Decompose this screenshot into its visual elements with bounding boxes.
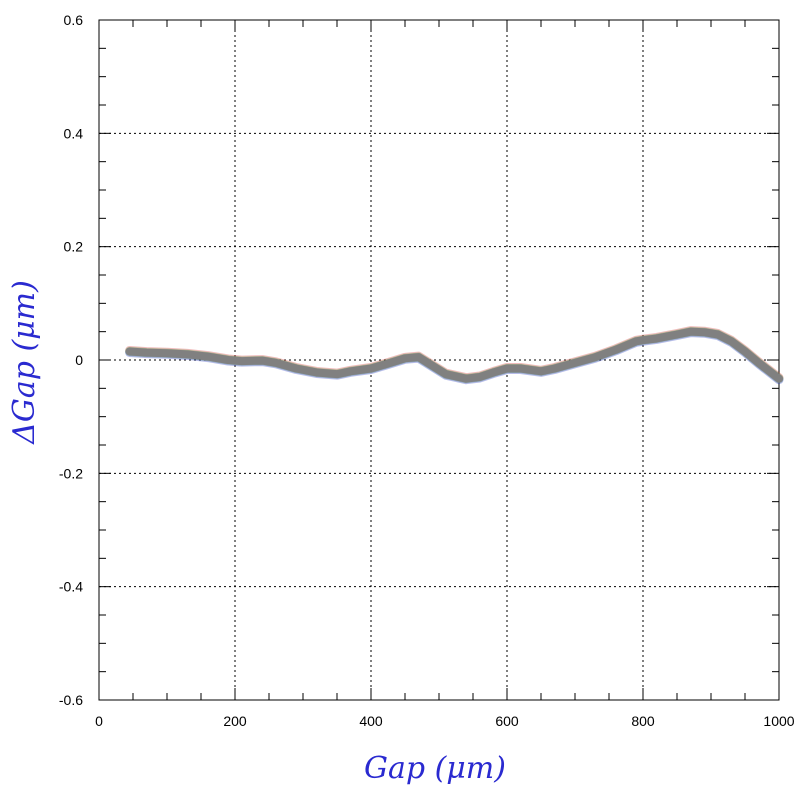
series-point [381, 361, 389, 369]
series-line [125, 327, 783, 383]
y-tick-label: -0.6 [59, 692, 83, 708]
series-point [401, 354, 409, 362]
series-point [462, 375, 470, 383]
series-point [714, 331, 722, 338]
series-point [442, 370, 450, 378]
series-point [700, 328, 708, 336]
series-point [537, 367, 545, 375]
series-point [313, 368, 321, 376]
series-point [126, 348, 134, 355]
series-point [292, 365, 300, 372]
series-point [551, 365, 559, 372]
series-point [258, 357, 266, 365]
series-point [238, 357, 246, 365]
y-tick-labels: -0.6 -0.4 -0.2 0 0.2 0.4 0.6 [59, 12, 83, 708]
series-point [415, 353, 423, 361]
series-point [476, 373, 484, 381]
series-point [632, 337, 640, 345]
series-point [428, 362, 436, 370]
series-point [639, 336, 647, 344]
series-point [163, 349, 171, 357]
grid-lines [99, 20, 779, 700]
x-tick-label: 1000 [763, 713, 794, 729]
x-axis-title: Gap (μm) [364, 751, 506, 786]
y-axis-title: ΔGap (μm) [7, 280, 42, 445]
y-tick-label: 0.2 [64, 239, 84, 255]
series-point [367, 365, 375, 372]
y-tick-label: 0.4 [64, 125, 84, 141]
y-tick-label: -0.2 [59, 465, 83, 481]
series-group [125, 326, 784, 385]
series-point [612, 346, 620, 354]
plot-frame [98, 19, 780, 701]
x-tick-label: 400 [359, 713, 383, 729]
series-point [224, 356, 232, 364]
series-point [653, 334, 661, 342]
x-tick-label: 600 [495, 713, 519, 729]
y-tick-label: 0 [75, 352, 83, 368]
series-point [741, 348, 749, 355]
x-tick-label: 200 [223, 713, 247, 729]
series-point [755, 359, 763, 367]
x-tick-label: 0 [95, 713, 103, 729]
series-point [503, 365, 511, 372]
series-point [204, 353, 212, 361]
series-point [591, 353, 599, 361]
series-point [517, 365, 525, 372]
series-point [775, 375, 783, 383]
series-point [183, 350, 191, 358]
series-point [489, 368, 497, 376]
series-point [333, 370, 341, 378]
y-tick-label: 0.6 [64, 12, 84, 28]
series-point [687, 328, 695, 336]
series-point [673, 331, 681, 338]
x-tick-label: 800 [631, 713, 655, 729]
series-point [347, 367, 355, 375]
series-point [727, 337, 735, 345]
series-point [143, 349, 151, 357]
y-tick-label: -0.4 [59, 579, 83, 595]
series-point [571, 359, 579, 367]
x-tick-labels: 0 200 400 600 800 1000 [95, 713, 795, 729]
series-point [272, 359, 280, 367]
